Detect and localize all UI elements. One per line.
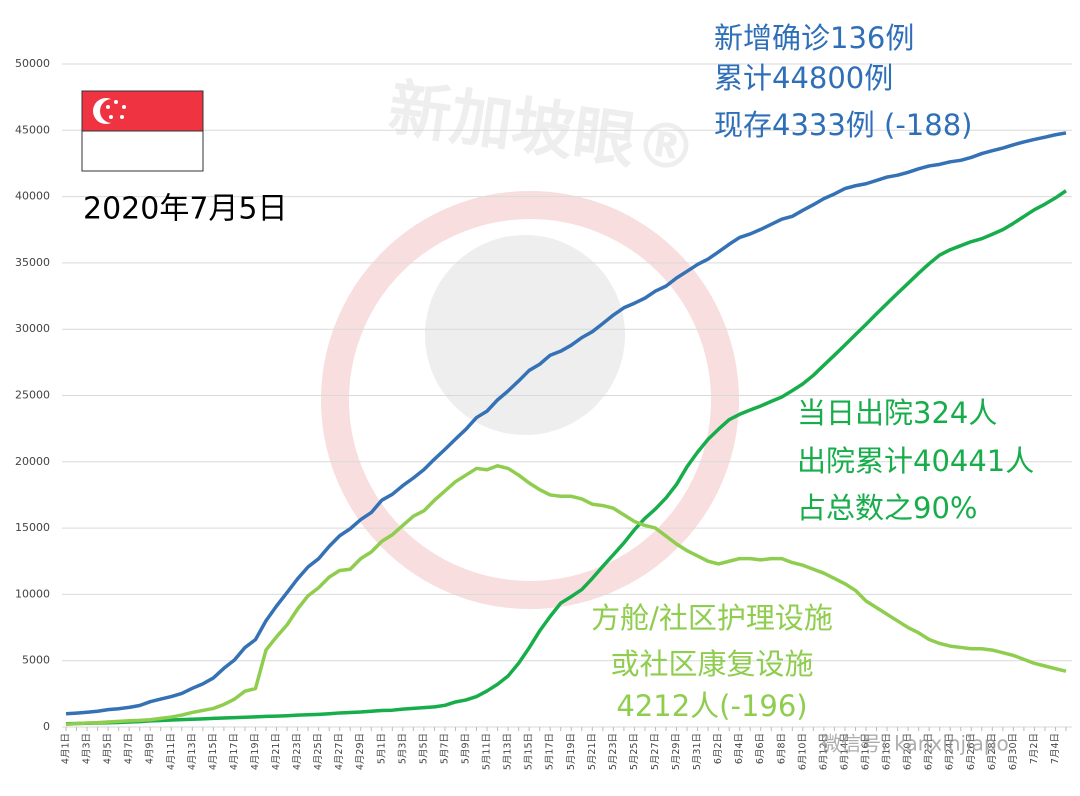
y-tick-label: 35000 [15,256,50,269]
flag-stars [106,100,126,119]
x-tick-label: 5月3日 [397,733,408,764]
annotation: 新增确诊136例 [714,21,914,55]
y-tick-label: 30000 [15,322,50,335]
x-tick-label: 5月13日 [503,733,514,770]
x-tick-label: 6月10日 [797,733,808,770]
annotation: 4212人(-196) [616,689,807,723]
x-tick-label: 5月5日 [418,733,429,764]
x-tick-label: 6月24日 [945,733,956,770]
x-tick-label: 5月9日 [461,733,472,764]
x-tick-label: 6月2日 [713,733,724,764]
cases-annotation: 新增确诊136例 累计44800例 现存4333例 (-188) [714,21,972,142]
x-tick-label: 5月17日 [545,733,556,770]
series-line [65,131,1067,716]
x-tick-label: 4月21日 [271,733,282,770]
x-tick-label: 5月29日 [671,733,682,770]
x-tick-label: 6月20日 [903,733,914,770]
flag-border [81,90,204,172]
y-tick-label: 45000 [15,123,50,136]
watermark: 微信号: kanxinjiapo [821,732,1009,756]
x-tick-label: 6月6日 [755,733,766,764]
x-tick-label: 6月8日 [776,733,787,764]
y-tick-label: 20000 [15,455,50,468]
lines [65,131,1067,727]
x-tick-label: 5月21日 [587,733,598,770]
y-tick-label: 40000 [15,190,50,203]
flag-moon-cut [100,99,124,123]
x-tick-label: 4月9日 [145,733,156,764]
x-tick-label: 6月14日 [839,733,850,770]
annotation: 现存4333例 (-188) [714,108,972,142]
x-tick-label: 5月1日 [376,733,387,764]
x-tick-label: 5月7日 [439,733,450,764]
y-tick-label: 0 [43,720,50,733]
date-label: 2020年7月5日 [83,192,288,227]
y-tick-label: 15000 [15,521,50,534]
x-tick-label: 6月16日 [861,733,872,770]
x-tick-label: 6月12日 [818,733,829,770]
annotation: 累计44800例 [714,61,893,95]
watermark-disc [425,235,625,435]
watermark-ring [321,191,739,609]
x-tick-label: 4月25日 [313,733,324,770]
x-tick-label: 4月1日 [61,733,72,764]
flag [81,90,204,172]
annotation: 或社区康复设施 [610,647,813,681]
x-tick-label: 7月4日 [1050,733,1061,764]
x-tick-label: 4月29日 [355,733,366,770]
x-tick-label: 5月25日 [629,733,640,770]
x-tick-label: 4月13日 [187,733,198,770]
x-tick-label: 5月27日 [650,733,661,770]
x-tick-label: 4月27日 [334,733,345,770]
x-tick-label: 4月3日 [82,733,93,764]
x-tick-label: 6月26日 [966,733,977,770]
x-tick-label: 5月31日 [692,733,703,770]
x-tick-label: 4月11日 [166,733,177,770]
x-tick-label: 4月5日 [103,733,114,764]
x-tick-label: 6月4日 [734,733,745,764]
x-tick-label: 7月2日 [1029,733,1040,764]
x-tick-label: 5月11日 [482,733,493,770]
annotation: 方舱/社区护理设施 [591,601,833,635]
x-tick-label: 5月19日 [566,733,577,770]
discharged-annotation: 当日出院324人 出院累计40441人 占总数之90% [797,396,1034,525]
grid: 0 5000 10000 15000 20000 25000 30000 35000 40000… [15,57,1072,770]
x-tick-label: 5月15日 [524,733,535,770]
x-tick-label: 5月23日 [608,733,619,770]
x-tick-label: 4月15日 [208,733,219,770]
x-tick-label: 6月22日 [924,733,935,770]
x-tick-label: 6月30日 [1008,733,1019,770]
annotation: 当日出院324人 [797,396,997,430]
x-tick-label: 6月18日 [882,733,893,770]
x-tick-label: 6月28日 [987,733,998,770]
y-tick-label: 10000 [15,587,50,600]
annotation: 出院累计40441人 [797,444,1034,478]
x-tick-label: 4月19日 [250,733,261,770]
y-tick-label: 5000 [22,654,50,667]
x-tick-label: 4月7日 [124,733,135,764]
annotation: 占总数之90% [797,491,977,525]
y-tick-label: 50000 [15,57,50,70]
facility-annotation: 方舱/社区护理设施 或社区康复设施 4212人(-196) [591,601,833,723]
series-line [65,189,1067,726]
x-tick-label: 4月17日 [229,733,240,770]
flag-white [81,130,204,172]
series-line [65,464,1067,727]
y-tick-label: 25000 [15,389,50,402]
x-tick-label: 4月23日 [292,733,303,770]
